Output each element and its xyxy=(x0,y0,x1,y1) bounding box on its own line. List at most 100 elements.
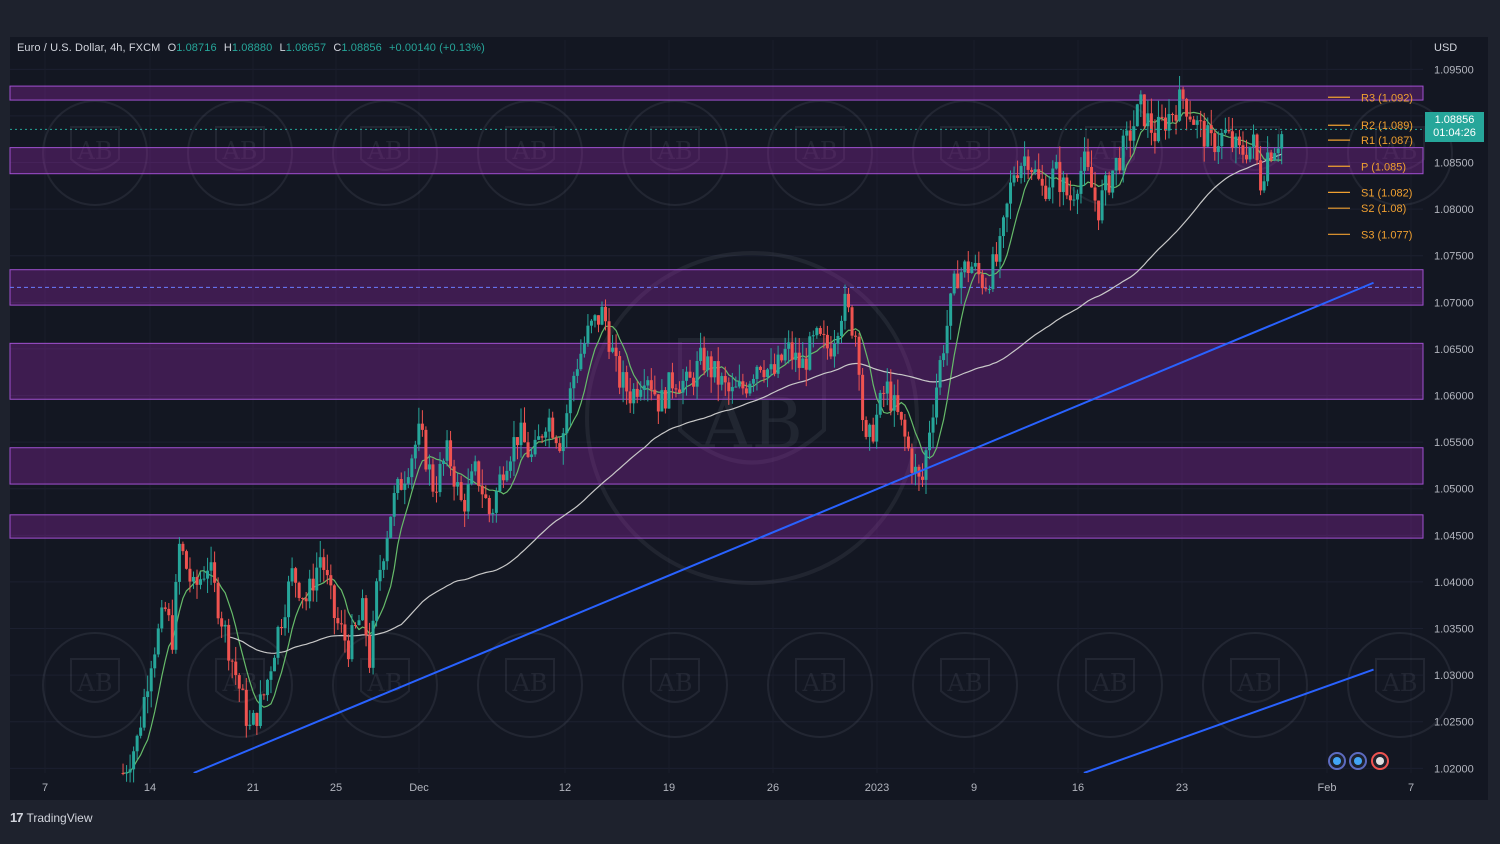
watermark-emblem: AB xyxy=(622,100,728,206)
candle-down xyxy=(649,380,653,390)
candle-up xyxy=(561,433,565,452)
candle-up xyxy=(885,381,889,394)
symbol-title[interactable]: Euro / U.S. Dollar, 4h, FXCM xyxy=(17,42,161,54)
bar-countdown: 01:04:26 xyxy=(1433,127,1476,139)
candle-up xyxy=(149,668,153,692)
pivot-label: S1 (1.082) xyxy=(1361,187,1412,199)
candle-up xyxy=(1216,146,1220,153)
tradingview-logo[interactable]: 17 TradingView xyxy=(10,810,93,825)
candle-down xyxy=(294,568,298,583)
candle-up xyxy=(156,628,160,655)
candle-up xyxy=(132,751,136,770)
watermark-emblem: AB xyxy=(912,100,1018,206)
high-label: H xyxy=(223,42,232,54)
watermark-ring xyxy=(1202,100,1308,206)
candle-down xyxy=(1016,175,1020,179)
candle-up xyxy=(928,432,932,451)
candle-down xyxy=(1058,161,1062,193)
candle-up xyxy=(530,454,534,458)
time-axis: 7 14 21 25 Dec 12 19 26 2023 9 16 23 Feb 7 xyxy=(42,782,1414,794)
high-value: 1.08880 xyxy=(231,42,273,54)
candle-down xyxy=(1160,116,1164,118)
candle-up xyxy=(456,482,460,487)
candle-up xyxy=(734,386,738,388)
watermark-shield-icon xyxy=(1375,126,1425,171)
watermark-text: AB xyxy=(802,137,838,165)
price-tick-label: 1.07500 xyxy=(1434,251,1474,263)
last-price-badge: 1.08856 01:04:26 xyxy=(1425,112,1484,142)
candle-down xyxy=(484,494,488,498)
candle-up xyxy=(769,364,773,370)
candle-down xyxy=(1192,119,1196,125)
candle-down xyxy=(364,598,368,636)
candle-up xyxy=(942,353,946,361)
candle-up xyxy=(938,360,942,388)
candle-down xyxy=(977,262,981,275)
sr-zone xyxy=(9,85,1424,101)
candle-down xyxy=(121,773,125,774)
candle-down xyxy=(604,306,608,322)
sr-zone xyxy=(9,514,1424,539)
watermark-emblem: AB xyxy=(767,100,873,206)
candle-up xyxy=(537,436,541,440)
watermark-text: AB xyxy=(1382,137,1418,165)
candle-down xyxy=(1107,175,1111,193)
candle-down xyxy=(195,576,199,585)
candle-down xyxy=(1174,114,1178,121)
watermark-ring xyxy=(1347,632,1453,738)
candle-up xyxy=(1023,156,1027,166)
watermark-text: AB xyxy=(512,669,548,697)
watermark-emblem: AB xyxy=(42,100,148,206)
candle-down xyxy=(329,575,333,586)
candle-up xyxy=(632,388,636,404)
candle-down xyxy=(501,474,505,481)
candle-up xyxy=(417,423,421,445)
candle-up xyxy=(1167,114,1171,131)
candle-up xyxy=(720,376,724,385)
watermark-emblem: AB xyxy=(1202,632,1308,738)
candle-down xyxy=(994,254,998,262)
candle-up xyxy=(931,417,935,433)
grid-layer xyxy=(10,40,1423,773)
candle-down xyxy=(213,562,217,583)
flag-dot-icon xyxy=(1333,757,1341,765)
sr-zone xyxy=(9,342,1424,400)
candle-down xyxy=(607,321,611,352)
pivot-label: R2 (1.089) xyxy=(1361,120,1413,132)
candle-up xyxy=(1047,187,1051,199)
candle-up xyxy=(191,576,195,582)
watermark-emblem: AB xyxy=(1347,632,1453,738)
candle-down xyxy=(857,336,861,375)
candle-down xyxy=(526,442,530,458)
candle-up xyxy=(128,769,132,773)
watermark-shield-icon xyxy=(360,126,410,171)
currency-label[interactable]: USD xyxy=(1434,42,1458,54)
candle-up xyxy=(202,578,206,580)
chart-frame[interactable] xyxy=(10,37,1488,800)
candle-down xyxy=(1163,117,1167,131)
candle-down xyxy=(861,374,865,421)
watermark-text: AB xyxy=(1092,137,1128,165)
candle-up xyxy=(1206,125,1210,147)
candle-down xyxy=(346,640,350,660)
candle-down xyxy=(1097,200,1101,221)
candle-up xyxy=(1234,136,1238,148)
candle-down xyxy=(515,437,519,446)
watermark-emblem-large: AB xyxy=(585,251,919,585)
candle-down xyxy=(234,661,238,676)
candle-up xyxy=(378,569,382,582)
candle-down xyxy=(332,585,336,619)
candle-down xyxy=(1065,177,1069,196)
watermark-shield-icon xyxy=(1085,658,1135,703)
candle-up xyxy=(1252,134,1256,147)
open-value: 1.08716 xyxy=(176,42,217,54)
candle-up xyxy=(737,381,741,387)
candle-up xyxy=(361,598,365,621)
candle-up xyxy=(748,383,752,394)
candle-down xyxy=(882,392,886,394)
watermark-ring xyxy=(912,100,1018,206)
candle-down xyxy=(336,618,340,624)
candle-down xyxy=(322,557,326,570)
watermark-shield-icon xyxy=(1230,658,1280,703)
